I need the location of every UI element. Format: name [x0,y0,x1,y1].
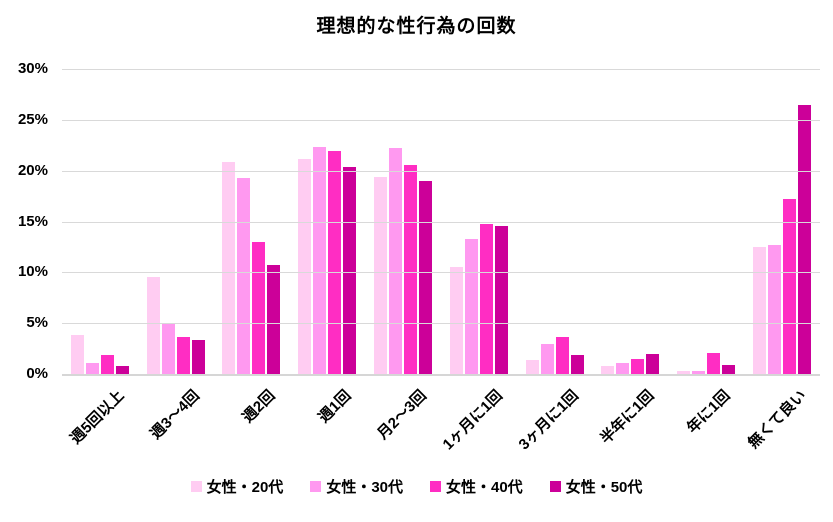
bar [479,223,493,374]
gridline [62,69,820,70]
bar [343,166,357,374]
bar [692,370,706,374]
bar [540,343,554,374]
bar [753,246,767,374]
bar [419,180,433,374]
bar [677,370,691,374]
bar [783,199,797,374]
plot-area: 0% 5% 10% 15% 20% 25% 30% [18,60,820,382]
bar [494,225,508,374]
x-axis-category-label: 半年に1回 [597,387,658,448]
gridline [62,221,820,223]
y-axis-tick-label: 15% [17,212,48,230]
bar-group [744,69,820,374]
bar [267,265,281,374]
x-axis-category-label: 週5回以上 [66,387,128,448]
bar [328,151,342,374]
y-axis-tick-label: 5% [26,314,48,332]
bar [252,241,266,374]
x-axis-category-label: 週3〜4回 [147,387,203,443]
bar [646,353,660,374]
bar [449,267,463,374]
bar-group [668,69,744,374]
legend-label: 女性・30代 [326,479,403,496]
legend-swatch-icon [430,481,441,492]
bar-group [517,69,593,374]
x-axis-category-label: 週1回 [315,387,355,427]
bar [722,364,736,374]
bar [616,362,630,374]
bar-groups [62,69,820,374]
bar-group [593,69,669,374]
legend-label: 女性・50代 [565,479,643,496]
bar-group [289,69,365,374]
bar-group [138,69,214,374]
gridline [62,170,820,172]
legend-item: 女性・40代 [430,476,523,497]
bar [115,365,129,374]
gridline [62,272,820,274]
bar [222,161,236,374]
bar [374,176,388,374]
x-axis-category-label: 無くて良い [744,387,810,452]
y-axis-tick-label: 10% [17,263,48,281]
bar [70,335,84,374]
legend-label: 女性・20代 [206,479,284,496]
bar [85,362,99,374]
legend-label: 女性・40代 [446,479,523,496]
legend: 女性・20代 女性・30代 女性・40代 女性・50代 [0,476,833,497]
legend-swatch-icon [549,481,561,492]
gridline [62,119,820,121]
y-axis-tick-label: 0% [26,365,48,382]
bar [631,358,645,374]
bar [237,177,251,374]
y-axis-tick-label: 30% [17,60,48,77]
legend-item: 女性・30代 [310,476,403,497]
bar [798,104,812,374]
legend-swatch-icon [190,481,202,492]
y-axis-tick-label: 25% [17,110,48,128]
bar [191,340,205,374]
chart-title: 理想的な性行為の回数 [316,16,517,37]
bar [601,365,615,374]
bar-group [62,69,138,374]
bar [313,147,327,374]
x-axis-category-label: 年に1回 [683,387,734,437]
gridline [62,323,820,325]
bar [298,159,312,374]
bar [161,324,175,374]
bar [570,354,584,374]
bar [146,277,160,374]
bar [464,238,478,374]
bar [555,337,569,374]
bar [707,352,721,374]
bar [100,354,114,374]
bar-group [365,69,441,374]
bar [768,244,782,374]
legend-swatch-icon [310,481,322,492]
bar [404,164,418,374]
bar [525,359,539,374]
x-axis-labels: 週5回以上 週3〜4回 週2回 週1回 月2〜3回 1ヶ月に1回 3ヶ月に1回 半年に1回 年に… [0,379,833,475]
x-axis-category-label: 月2〜3回 [374,387,431,443]
bar [389,148,403,374]
x-axis-category-label: 週2回 [239,387,279,427]
x-axis-category-label: 1ヶ月に1回 [439,387,507,454]
bar [176,337,190,374]
bar-group [214,69,290,374]
legend-item: 女性・20代 [190,476,284,497]
legend-item: 女性・50代 [549,476,643,497]
y-axis-tick-label: 20% [17,161,48,179]
x-axis-category-label: 3ヶ月に1回 [515,387,582,454]
